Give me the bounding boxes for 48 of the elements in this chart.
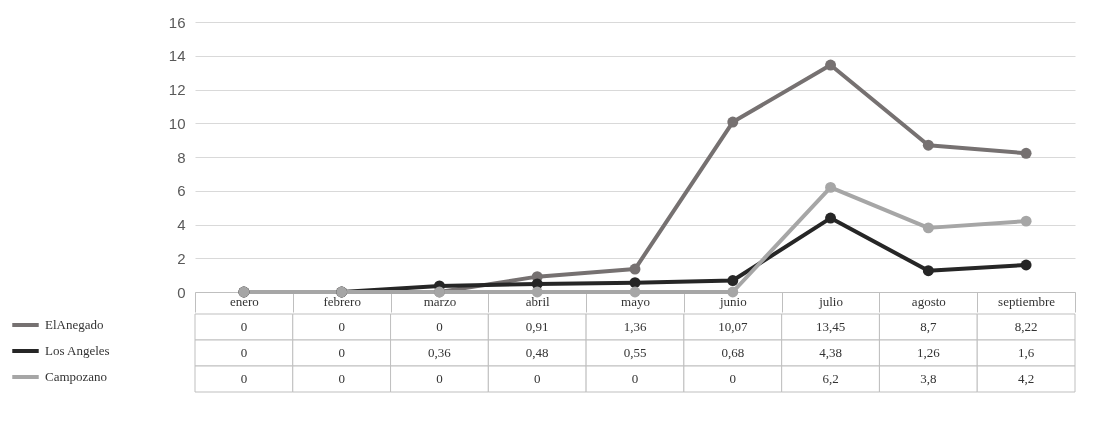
data-label: 0 bbox=[240, 345, 248, 360]
data-label: 0 bbox=[338, 345, 345, 360]
x-tick-label: febrero bbox=[323, 293, 361, 309]
x-tick-label: junio bbox=[718, 293, 747, 309]
legend-label: Campozano bbox=[45, 369, 108, 384]
data-label: 13,45 bbox=[815, 319, 846, 334]
data-label: 0 bbox=[240, 319, 248, 334]
x-tick-label: agosto bbox=[911, 293, 946, 309]
data-label: 0 bbox=[436, 319, 443, 334]
x-tick-label: mayo bbox=[621, 293, 650, 309]
x-tick-label: septiembre bbox=[998, 293, 1056, 309]
data-label: 0,36 bbox=[428, 345, 452, 360]
y-tick-label: 12 bbox=[168, 81, 186, 98]
data-label: 0,68 bbox=[721, 345, 745, 360]
x-tick-label: julio bbox=[818, 293, 843, 309]
y-tick-label: 0 bbox=[177, 283, 186, 301]
data-label: 3,8 bbox=[920, 371, 937, 386]
y-tick-label: 16 bbox=[168, 13, 186, 31]
data-label: 0,55 bbox=[623, 345, 647, 360]
y-tick-label: 14 bbox=[168, 47, 186, 65]
data-label: 0 bbox=[338, 371, 345, 386]
data-label: 0 bbox=[631, 371, 639, 386]
data-label: 4,38 bbox=[819, 345, 842, 360]
data-label: 0 bbox=[533, 371, 541, 386]
legend-label: ElAnegado bbox=[45, 317, 104, 332]
y-tick-label: 10 bbox=[168, 114, 186, 132]
x-tick-label: enero bbox=[229, 293, 259, 309]
y-tick-label: 6 bbox=[177, 182, 186, 200]
data-label: 0 bbox=[436, 371, 443, 386]
legend-label: Los Angeles bbox=[45, 343, 110, 358]
data-label: 1,6 bbox=[1017, 345, 1035, 360]
data-label: 0,48 bbox=[525, 345, 549, 360]
data-label: 8,22 bbox=[1014, 319, 1038, 334]
data-label: 1,26 bbox=[916, 345, 941, 360]
data-label: 8,7 bbox=[920, 319, 937, 334]
y-tick-label: 8 bbox=[177, 148, 186, 166]
data-label: 0 bbox=[729, 371, 737, 386]
x-tick-label: marzo bbox=[423, 293, 457, 309]
data-label: 0 bbox=[338, 319, 345, 334]
data-label: 6,2 bbox=[822, 371, 839, 386]
data-label: 0,91 bbox=[525, 319, 549, 334]
y-tick-label: 2 bbox=[177, 249, 186, 267]
data-label: 4,2 bbox=[1017, 371, 1035, 386]
y-tick-label: 4 bbox=[177, 216, 186, 233]
data-label: 10,07 bbox=[718, 319, 748, 334]
data-label: 0 bbox=[240, 371, 248, 386]
x-tick-label: abril bbox=[525, 293, 551, 309]
data-label: 1,36 bbox=[623, 319, 647, 334]
